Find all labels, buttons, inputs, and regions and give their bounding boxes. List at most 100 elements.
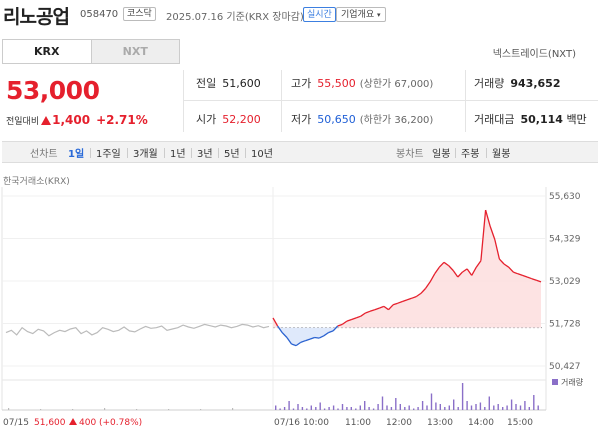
volume-bar (457, 407, 459, 410)
price-line-segment (341, 320, 348, 325)
volume-bar (475, 404, 477, 410)
chevron-down-icon: ▾ (377, 11, 381, 19)
volume-bar (288, 401, 290, 410)
price-line-segment (484, 209, 491, 227)
price-line-segment (305, 338, 311, 342)
price-line-segment (415, 292, 422, 298)
prev-close: 전일 51,600 (196, 75, 261, 91)
candle-monthly[interactable]: 월봉 (492, 149, 511, 160)
volume-bar-prev (40, 409, 42, 410)
volume-bar-prev (8, 408, 10, 410)
y-tick-label: 54,329 (549, 235, 581, 245)
y-tick-label: 55,630 (549, 192, 581, 202)
y-tick-label: 51,728 (549, 320, 581, 330)
price-line-segment (462, 268, 468, 273)
line-chart-label[interactable]: 선차트 (30, 149, 58, 160)
stock-name: 리노공업 (3, 6, 70, 28)
period-1d[interactable]: 1일 (68, 149, 85, 160)
price-line-segment (281, 332, 288, 338)
trade-amount-label: 거래대금 (474, 113, 515, 126)
period-1w[interactable]: 1주일 (96, 149, 121, 160)
price-line-segment (295, 341, 302, 347)
price-line-segment (323, 332, 329, 337)
volume-bar (519, 405, 522, 410)
stock-code: 058470 (80, 9, 119, 20)
price-line-segment (522, 274, 528, 278)
prev-date-label: 07/15 (3, 418, 29, 428)
price-line-segment (318, 335, 325, 339)
price-line-segment (383, 305, 389, 311)
volume-bar (346, 407, 348, 410)
tab-krx[interactable]: KRX (3, 40, 91, 63)
volume-bar (537, 405, 539, 410)
period-3y[interactable]: 3년 (197, 149, 213, 160)
market-tabs: KRX NXT (2, 39, 180, 64)
volume-bar-prev (232, 408, 234, 410)
price-line-segment (466, 268, 473, 276)
volume-bar (310, 405, 312, 410)
volume-bar (493, 405, 495, 410)
candle-weekly[interactable]: 주봉 (461, 149, 480, 160)
volume-bar (466, 401, 468, 410)
price-date: 2025.07.16 기준(KRX 장마감) (166, 12, 304, 23)
up-arrow-icon (41, 116, 52, 125)
prev-close-value: 51,600 (222, 77, 261, 90)
current-price: 53,000 (6, 76, 100, 105)
x-tick-label: 15:00 (507, 418, 533, 428)
up-arrow-icon (69, 418, 77, 425)
price-line-segment (291, 343, 297, 347)
chart-source: 한국거래소(KRX) (3, 177, 70, 187)
volume-bar (341, 404, 344, 410)
prev-day-line (5, 323, 270, 337)
volume-bar (506, 405, 508, 410)
nextrade-link[interactable]: 넥스트레이드(NXT) (492, 49, 576, 60)
period-3m[interactable]: 3개월 (133, 149, 158, 160)
period-bar: 선차트 1일 1주일 3개월 1년 3년 5년 10년 봉차트 일봉 주봉 월봉 (2, 141, 598, 163)
lower-limit: (하한가 36,200) (359, 115, 434, 126)
candle-daily[interactable]: 일봉 (432, 149, 451, 160)
price-line-segment (452, 270, 459, 278)
period-1y[interactable]: 1년 (170, 149, 186, 160)
period-5y[interactable]: 5년 (224, 149, 240, 160)
volume-bar (332, 405, 335, 410)
volume-bar (359, 405, 361, 410)
price-line-segment (300, 340, 306, 344)
price-line-segment (475, 260, 482, 268)
volume-bar-prev (136, 409, 138, 410)
price-line-segment (402, 299, 408, 303)
price-line-segment (513, 271, 519, 275)
company-info-button[interactable]: 기업개요 ▾ (336, 7, 386, 22)
trade-amount-unit: 백만 (566, 113, 587, 126)
volume-bar (533, 395, 535, 410)
day-low-value: 50,650 (317, 113, 356, 126)
price-line-segment (448, 265, 454, 271)
y-tick-label: 50,427 (549, 362, 581, 372)
volume-bar (510, 399, 513, 410)
volume-bar-prev (168, 409, 170, 410)
volume-bar (426, 405, 428, 410)
price-line-segment (480, 209, 487, 261)
volume-bar (323, 408, 326, 410)
price-line-segment (332, 325, 339, 332)
x-tick-label: 13:00 (427, 418, 453, 428)
price-line-segment (355, 315, 362, 319)
prev-day-change-pct: (+0.78%) (99, 418, 142, 428)
price-line-segment (286, 337, 293, 345)
candle-chart-label[interactable]: 봉차트 (396, 149, 424, 160)
volume-bar (292, 408, 295, 410)
market-badge: 코스닥 (123, 7, 156, 21)
price-line-segment (420, 288, 426, 294)
prev-day-close: 51,600 (34, 418, 66, 428)
change-label: 전일대비 (6, 117, 40, 127)
volume-bar (497, 404, 499, 410)
tab-nxt[interactable]: NXT (90, 40, 179, 63)
volume-bar (417, 407, 419, 410)
period-10y[interactable]: 10년 (251, 149, 273, 160)
change-percent: +2.71% (96, 113, 148, 127)
day-low-label: 저가 (291, 113, 312, 126)
volume-bar (364, 401, 366, 410)
realtime-button[interactable]: 실시간 (303, 7, 336, 22)
volume-bar (381, 396, 384, 410)
stock-header: 리노공업 058470 코스닥 2025.07.16 기준(KRX 장마감) 실… (0, 0, 600, 30)
